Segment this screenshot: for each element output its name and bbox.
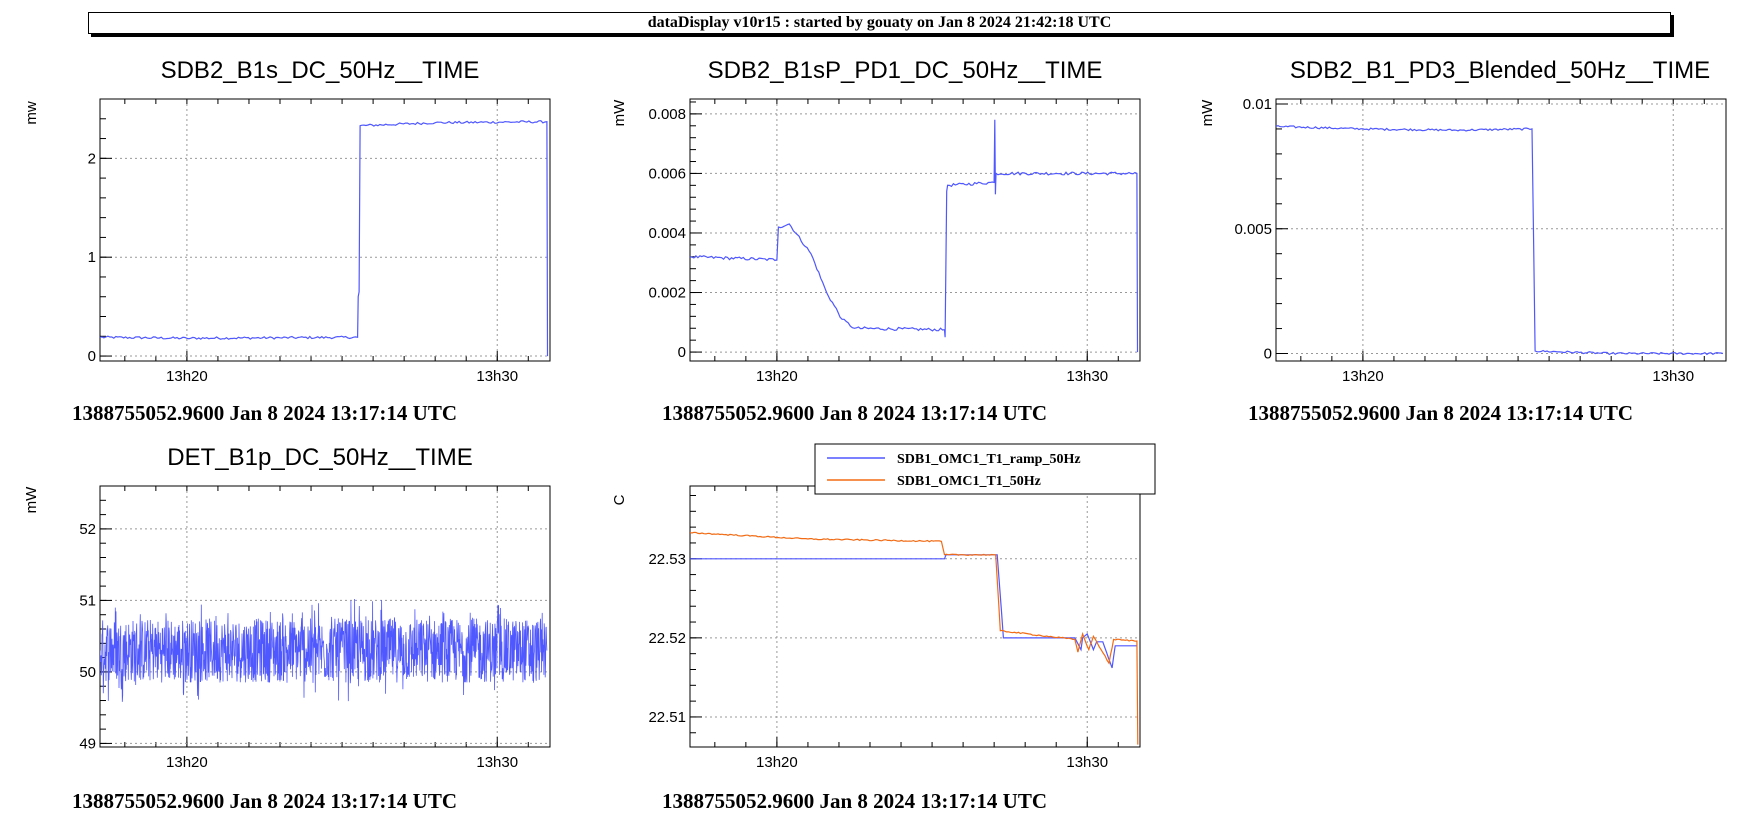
y-tick-label: 0.006 bbox=[648, 165, 686, 182]
x-tick-label: 13h20 bbox=[166, 754, 208, 771]
panel-footer-timestamp: 1388755052.9600 Jan 8 2024 13:17:14 UTC bbox=[662, 401, 1047, 425]
legend-entry: SDB1_OMC1_T1_50Hz bbox=[897, 474, 1041, 489]
y-tick-label: 51 bbox=[79, 592, 96, 609]
y-tick-label: 22.51 bbox=[648, 709, 686, 726]
plot-frame bbox=[99, 98, 551, 362]
x-tick-label: 13h30 bbox=[476, 368, 518, 385]
chart-panel-3: SDB2_B1_PD3_Blended_50Hz__TIME mW 13h20 13h… bbox=[1199, 57, 1727, 425]
x-tick-label: 13h30 bbox=[1066, 368, 1108, 385]
y-tick-label: 22.53 bbox=[648, 551, 686, 568]
y-axis-label: mW bbox=[23, 486, 40, 513]
series-line-1 bbox=[1276, 124, 1724, 356]
y-tick-label: 0 bbox=[1264, 346, 1272, 363]
panel-footer-timestamp: 1388755052.9600 Jan 8 2024 13:17:14 UTC bbox=[72, 401, 457, 425]
y-tick-label: 0.008 bbox=[648, 106, 686, 123]
chart-panel-2: SDB2_B1sP_PD1_DC_50Hz__TIME mW 13h20 13h30 0… bbox=[611, 57, 1141, 425]
plot-frame bbox=[1275, 98, 1727, 362]
y-tick-label: 2 bbox=[88, 150, 96, 167]
x-tick-label: 13h20 bbox=[166, 368, 208, 385]
series-line-1 bbox=[100, 598, 548, 702]
y-tick-label: 22.52 bbox=[648, 630, 686, 647]
plot-frame bbox=[689, 98, 1141, 362]
legend: SDB1_OMC1_T1_ramp_50Hz SDB1_OMC1_T1_50Hz bbox=[814, 443, 1156, 495]
y-tick-label: 0.002 bbox=[648, 285, 686, 302]
legend-box bbox=[814, 443, 1156, 495]
x-tick-label: 13h30 bbox=[1652, 368, 1694, 385]
chart-title: SDB2_B1s_DC_50Hz__TIME bbox=[161, 57, 480, 84]
y-tick-label: 0.005 bbox=[1234, 221, 1272, 238]
y-tick-label: 49 bbox=[79, 735, 96, 752]
x-tick-label: 13h30 bbox=[476, 754, 518, 771]
banner-title: dataDisplay v10r15 : started by gouaty o… bbox=[88, 12, 1671, 34]
y-tick-label: 1 bbox=[88, 249, 96, 266]
chart-panel-5: C 13h20 13h30 22.51 22.52 22.53 SDB1_OMC1_T1_r… bbox=[611, 443, 1156, 813]
chart-panel-4: DET_B1p_DC_50Hz__TIME mW 13h20 13h30 49 50 51 5… bbox=[23, 444, 551, 813]
series-line-1 bbox=[690, 119, 1139, 353]
y-tick-label: 0 bbox=[88, 348, 96, 365]
y-tick-label: 52 bbox=[79, 521, 96, 538]
y-axis-label: mW bbox=[1199, 99, 1216, 126]
panel-footer-timestamp: 1388755052.9600 Jan 8 2024 13:17:14 UTC bbox=[662, 789, 1047, 813]
y-axis-label: mw bbox=[23, 101, 40, 124]
x-tick-label: 13h30 bbox=[1066, 754, 1108, 771]
x-tick-label: 13h20 bbox=[756, 368, 798, 385]
series-line-2 bbox=[690, 531, 1139, 745]
x-tick-label: 13h20 bbox=[756, 754, 798, 771]
panel-footer-timestamp: 1388755052.9600 Jan 8 2024 13:17:14 UTC bbox=[72, 789, 457, 813]
y-axis-label: mW bbox=[611, 99, 628, 126]
plot-frame bbox=[99, 485, 551, 748]
chart-title: DET_B1p_DC_50Hz__TIME bbox=[167, 444, 472, 471]
x-tick-label: 13h20 bbox=[1342, 368, 1384, 385]
y-tick-label: 0.01 bbox=[1243, 96, 1272, 113]
y-tick-label: 0 bbox=[678, 344, 686, 361]
panel-footer-timestamp: 1388755052.9600 Jan 8 2024 13:17:14 UTC bbox=[1248, 401, 1633, 425]
chart-title: SDB2_B1_PD3_Blended_50Hz__TIME bbox=[1290, 57, 1710, 84]
y-tick-label: 50 bbox=[79, 664, 96, 681]
chart-title: SDB2_B1sP_PD1_DC_50Hz__TIME bbox=[708, 57, 1103, 84]
y-axis-label: C bbox=[611, 494, 628, 505]
series-line-1 bbox=[100, 120, 549, 357]
y-tick-label: 0.004 bbox=[648, 225, 686, 242]
plot-frame bbox=[689, 485, 1141, 748]
legend-entry: SDB1_OMC1_T1_ramp_50Hz bbox=[897, 452, 1081, 467]
